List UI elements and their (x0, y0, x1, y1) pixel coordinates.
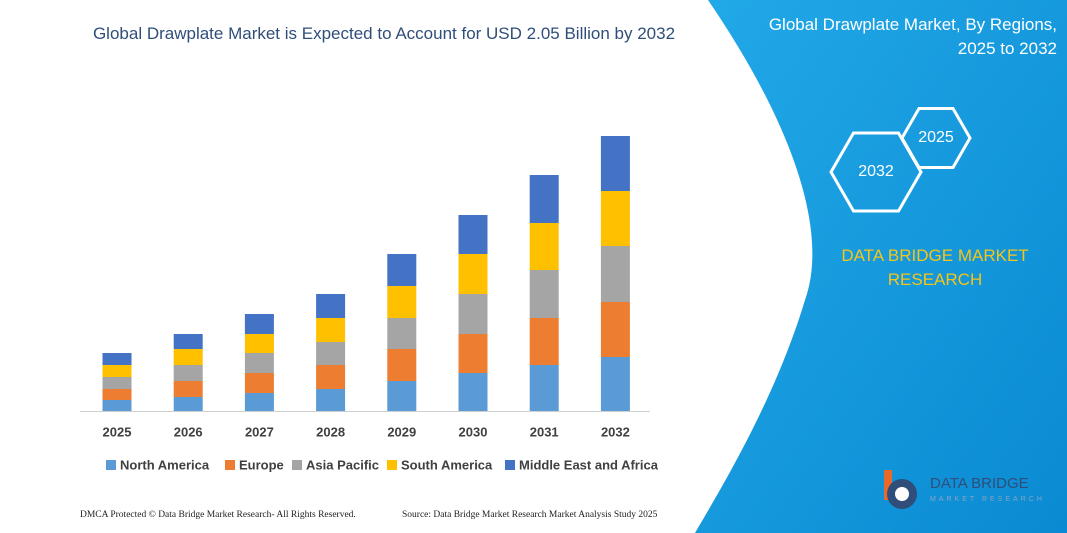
brand-name: DATA BRIDGE MARKET RESEARCH (841, 246, 1029, 289)
bar-segment (387, 318, 417, 349)
bar-segment (600, 136, 630, 191)
side-panel (695, 0, 1067, 533)
x-tick-label: 2032 (601, 424, 630, 439)
chart-title: Global Drawplate Market is Expected to A… (92, 24, 676, 43)
legend-swatch (225, 460, 235, 470)
bar-segment (244, 373, 274, 393)
bar-segment (529, 175, 559, 223)
bar-segment (529, 270, 559, 318)
bar-segment (458, 215, 488, 254)
legend-label: North America (120, 457, 210, 472)
hexagon-label: 2032 (858, 163, 894, 180)
bar-segment (316, 294, 346, 318)
legend-label: South America (401, 457, 493, 472)
x-tick-label: 2025 (103, 424, 132, 439)
hexagon-label: 2025 (918, 129, 954, 146)
bar-segment (600, 191, 630, 246)
hexagon (829, 131, 923, 213)
x-tick-label: 2030 (459, 424, 488, 439)
logo-name: DATA BRIDGE (930, 475, 1029, 492)
bar-segment (102, 389, 132, 400)
bar-segment (316, 389, 346, 411)
bar-segment (244, 334, 274, 353)
bar-segment (316, 365, 346, 389)
x-tick-label: 2028 (316, 424, 345, 439)
bar-segment (316, 342, 346, 365)
bar-segment (387, 349, 417, 381)
bar-segment (387, 381, 417, 411)
bar-segment (458, 373, 488, 411)
bar-segment (244, 353, 274, 373)
x-tick-label: 2027 (245, 424, 274, 439)
x-tick-label: 2029 (387, 424, 416, 439)
bar-segment (244, 314, 274, 334)
x-tick-label: 2031 (530, 424, 559, 439)
bar-segment (600, 357, 630, 411)
bar-segment (173, 349, 203, 365)
bar-segment (458, 254, 488, 294)
panel-title: Global Drawplate Market, By Regions, 202… (768, 15, 1057, 58)
bar-segment (102, 365, 132, 377)
bar-segment (316, 318, 346, 342)
bar-segment (173, 334, 203, 349)
legend-label: Asia Pacific (306, 457, 379, 472)
footer-copyright: DMCA Protected © Data Bridge Market Rese… (80, 509, 356, 520)
hexagon (900, 107, 972, 169)
legend-swatch (505, 460, 515, 470)
legend-label: Europe (239, 457, 284, 472)
x-tick-label: 2026 (174, 424, 203, 439)
bar-segment (458, 334, 488, 373)
bar-segment (529, 318, 559, 365)
legend-swatch (106, 460, 116, 470)
bar-segment (244, 393, 274, 411)
logo-tagline: MARKET RESEARCH (930, 496, 1045, 503)
footer-source: Source: Data Bridge Market Research Mark… (402, 510, 658, 520)
bar-segment (102, 377, 132, 389)
bar-segment (387, 286, 417, 318)
bar-segment (600, 302, 630, 357)
legend-swatch (292, 460, 302, 470)
bar-segment (102, 353, 132, 365)
bar-segment (458, 294, 488, 334)
bar-segment (173, 397, 203, 411)
bar-segment (529, 365, 559, 411)
bar-segment (173, 365, 203, 381)
bar-segment (173, 381, 203, 397)
logo-icon (884, 470, 917, 509)
bar-segment (387, 254, 417, 286)
bar-segment (529, 223, 559, 270)
legend-label: Middle East and Africa (519, 457, 659, 472)
bar-segment (600, 246, 630, 302)
bar-segment (102, 400, 132, 411)
legend-swatch (387, 460, 397, 470)
